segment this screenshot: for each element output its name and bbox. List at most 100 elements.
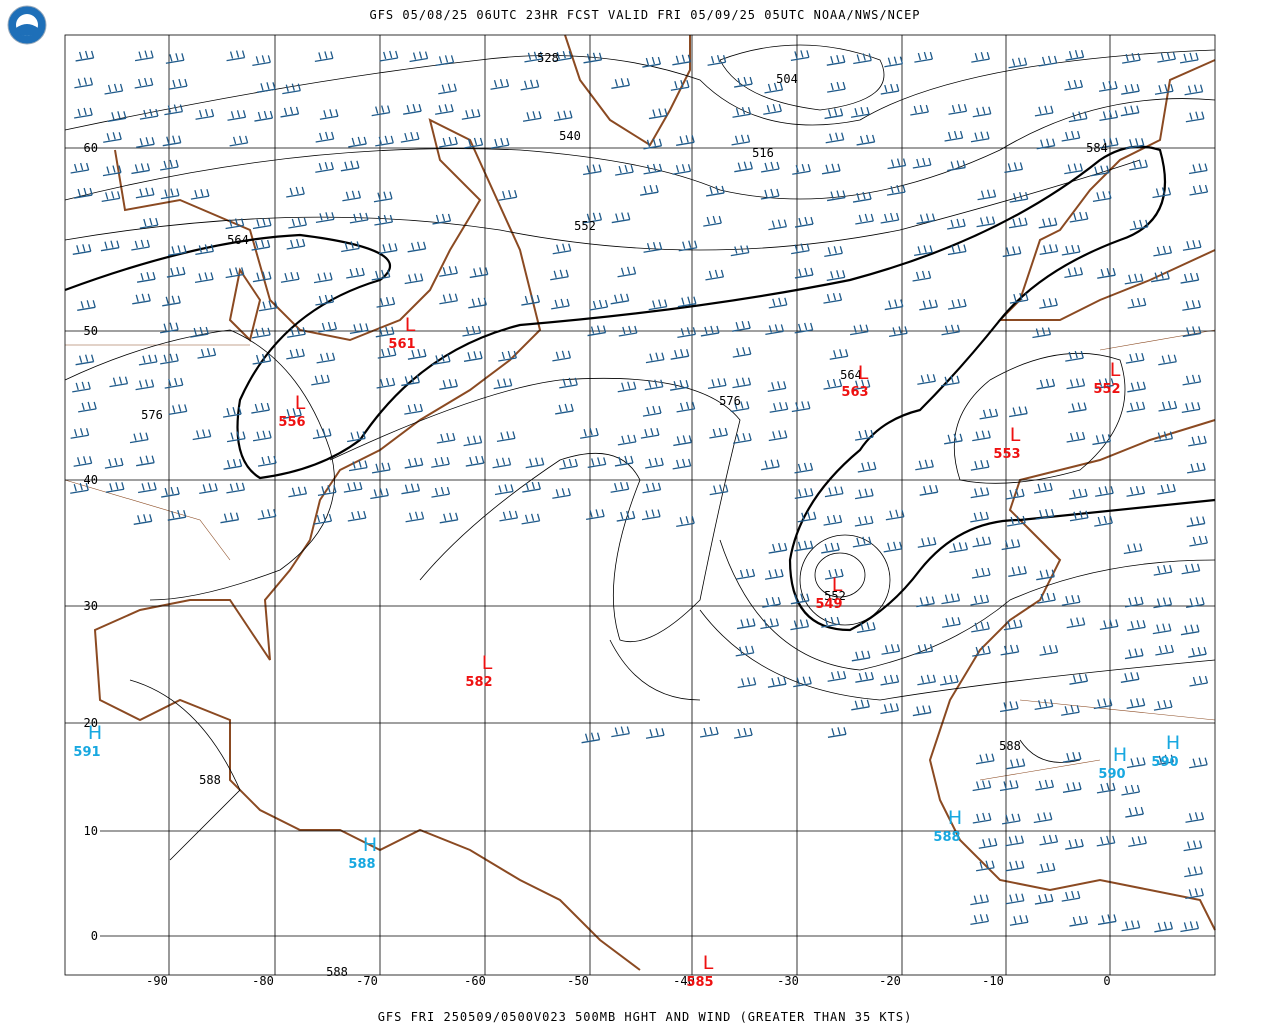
wind-barb xyxy=(1034,893,1054,905)
wind-barb xyxy=(914,51,934,63)
wind-barb xyxy=(194,272,214,284)
wind-barb xyxy=(618,325,638,337)
wind-barb xyxy=(794,216,814,228)
wind-barb xyxy=(1009,292,1029,304)
wind-barb xyxy=(611,726,630,738)
center-symbol: H xyxy=(1166,732,1180,754)
wind-barb xyxy=(768,219,788,231)
wind-barb xyxy=(583,212,603,224)
wind-barb xyxy=(1064,163,1083,175)
wind-barb xyxy=(794,462,814,474)
wind-barb xyxy=(75,50,95,62)
wind-barb xyxy=(129,432,149,444)
center-symbol: H xyxy=(363,834,377,856)
wind-barb xyxy=(792,164,811,175)
wind-barb xyxy=(1036,862,1056,874)
wind-barb xyxy=(1005,488,1025,500)
wind-barb xyxy=(229,135,249,147)
wind-barb xyxy=(855,429,874,441)
wind-barb xyxy=(709,484,729,496)
wind-barb xyxy=(1099,137,1119,149)
wind-barb xyxy=(377,347,397,359)
wind-barb xyxy=(1065,838,1084,850)
wind-barb xyxy=(648,108,668,120)
center-symbol: H xyxy=(948,807,962,829)
wind-barb xyxy=(407,241,427,253)
wind-barb xyxy=(1182,300,1201,311)
wind-barb xyxy=(311,374,330,386)
contour-label: 552 xyxy=(574,219,596,233)
wind-barb xyxy=(643,242,663,253)
wind-barb xyxy=(286,238,306,250)
latitude-label: 10 xyxy=(84,824,98,838)
wind-barb xyxy=(791,401,811,413)
wind-barb xyxy=(376,296,396,308)
wind-barb xyxy=(1120,672,1140,683)
wind-barb xyxy=(435,104,454,115)
wind-barb xyxy=(104,83,124,95)
wind-barb xyxy=(1127,620,1146,631)
wind-barb xyxy=(431,486,451,498)
wind-barb xyxy=(78,401,97,413)
wind-barb xyxy=(1153,245,1173,257)
wind-barb xyxy=(1033,812,1053,824)
wind-barb xyxy=(790,50,810,62)
wind-barb xyxy=(319,109,339,120)
wind-barb xyxy=(583,164,602,176)
wind-barb xyxy=(1120,105,1140,117)
wind-barb xyxy=(343,481,363,493)
wind-barb xyxy=(610,482,630,493)
wind-barb xyxy=(976,860,995,872)
contour xyxy=(64,145,1216,632)
wind-barb xyxy=(164,377,184,389)
wind-barb xyxy=(672,164,692,175)
wind-barb xyxy=(1034,699,1054,711)
wind-barb xyxy=(72,244,92,255)
wind-barb xyxy=(374,214,394,226)
wind-barb xyxy=(1066,617,1086,629)
wind-barb xyxy=(1092,191,1112,203)
wind-barb xyxy=(282,83,301,95)
wind-barb xyxy=(855,672,874,683)
wind-barb xyxy=(160,188,180,200)
wind-barb xyxy=(559,458,578,470)
wind-barb xyxy=(1184,84,1204,96)
wind-barb xyxy=(970,487,990,499)
wind-barb xyxy=(1157,483,1176,495)
wind-barb xyxy=(375,135,394,147)
wind-barb xyxy=(617,434,637,446)
wind-barb xyxy=(1126,698,1146,709)
wind-barb xyxy=(136,271,156,283)
wind-barb xyxy=(855,213,874,225)
wind-barb xyxy=(524,51,544,63)
wind-barb xyxy=(888,326,908,338)
wind-barb xyxy=(439,512,459,524)
wind-barb xyxy=(939,674,959,686)
wind-barb xyxy=(435,55,455,67)
wind-barb xyxy=(225,218,245,230)
coastline xyxy=(928,419,1216,931)
wind-barb xyxy=(1129,159,1148,171)
wind-barb xyxy=(947,160,966,172)
wind-barb xyxy=(972,812,992,824)
wind-barb xyxy=(1126,401,1146,413)
wind-barb xyxy=(349,323,369,335)
latitude-label: 20 xyxy=(84,716,98,730)
wind-barb xyxy=(1095,486,1114,497)
wind-barb xyxy=(498,350,517,362)
longitude-label: -60 xyxy=(464,974,486,988)
wind-barb xyxy=(461,109,481,120)
wind-barb xyxy=(856,134,876,146)
wind-barb xyxy=(1154,921,1173,933)
wind-barb xyxy=(972,430,991,442)
contour-label: 588 xyxy=(999,739,1021,753)
wind-barb xyxy=(167,245,187,257)
wind-barb xyxy=(1068,402,1087,414)
wind-barb xyxy=(555,403,574,415)
center-value: 591 xyxy=(73,745,100,760)
wind-barb xyxy=(884,56,904,68)
wind-barb xyxy=(916,596,935,608)
wind-barb xyxy=(499,510,519,522)
wind-barb xyxy=(1180,921,1200,933)
wind-barb xyxy=(767,676,787,688)
